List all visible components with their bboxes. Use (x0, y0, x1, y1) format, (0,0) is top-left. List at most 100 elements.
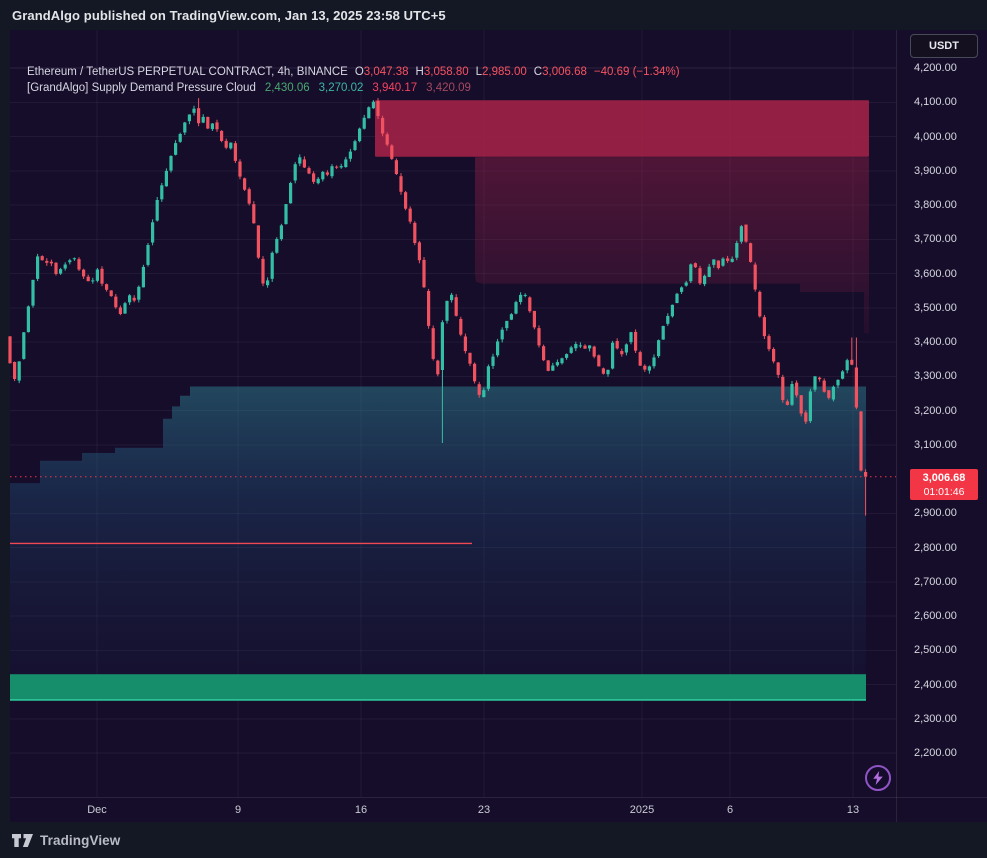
price-tick-label: 2,800.00 (914, 542, 957, 554)
candle-body (597, 355, 601, 367)
candle-body (813, 376, 817, 390)
candle-body (256, 225, 260, 258)
candle-body (721, 258, 725, 266)
candle-body (514, 302, 518, 314)
candle-body (753, 264, 757, 290)
candle-body (818, 377, 822, 380)
currency-unit-button[interactable]: USDT (910, 34, 978, 58)
candle-body (440, 322, 444, 370)
candle-body (279, 225, 283, 240)
lightning-icon (873, 771, 883, 785)
candle-body (31, 279, 35, 306)
candle-body (330, 166, 334, 177)
candle-body (652, 357, 656, 367)
candle-body (836, 379, 840, 386)
candle-body (634, 331, 638, 351)
candle-body (555, 362, 559, 366)
price-tick-label: 2,400.00 (914, 679, 957, 691)
candle-body (804, 412, 808, 422)
tradingview-logo-icon[interactable] (12, 833, 33, 847)
candle-body (620, 351, 624, 355)
supply-pressure-cloud (475, 157, 869, 334)
candle-body (289, 183, 293, 204)
candle-body (215, 122, 219, 130)
candle-body (210, 123, 214, 130)
footer-bar: TradingView (0, 822, 987, 858)
price-tick-label: 2,700.00 (914, 576, 957, 588)
indicator-title: [GrandAlgo] Supply Demand Pressure Cloud (27, 82, 256, 94)
price-tick-label: 3,100.00 (914, 439, 957, 451)
candle-body (243, 178, 247, 190)
candle-body (615, 341, 619, 349)
candle-body (781, 376, 785, 401)
candle-body (100, 268, 104, 284)
price-tick-label: 3,900.00 (914, 165, 957, 177)
candle-body (68, 260, 72, 263)
candle-body (689, 264, 693, 282)
candle-body (454, 297, 458, 316)
candle-body (592, 346, 596, 357)
candle-body (22, 332, 26, 359)
candle-body (155, 200, 159, 221)
candle-body (459, 319, 463, 335)
candle-body (229, 142, 233, 149)
candle-body (8, 336, 12, 364)
candle-body (362, 117, 366, 129)
candle-body (680, 287, 684, 292)
chart-panel[interactable]: Ethereum / TetherUS PERPETUAL CONTRACT, … (8, 30, 987, 822)
candle-body (496, 341, 500, 356)
candle-body (491, 356, 495, 366)
attribution-bar: GrandAlgo published on TradingView.com, … (0, 0, 987, 30)
indicator-value-demand-cloud: 3,270.02 (318, 82, 364, 94)
time-tick-label: 16 (354, 804, 368, 816)
candle-body (675, 293, 679, 303)
indicator-value-supply-zone: 3,940.17 (372, 82, 418, 94)
low-value: 2,985.00 (482, 66, 527, 78)
price-axis[interactable]: 4,200.00 4,100.00 4,000.00 3,900.00 3,800.00… (897, 30, 987, 797)
candle-body (808, 391, 812, 422)
candle-body (266, 280, 270, 286)
candle-body (325, 172, 329, 175)
candle-body (712, 259, 716, 265)
high-value: 3,058.80 (423, 66, 469, 78)
last-price-value: 3,006.68 (922, 471, 966, 484)
price-tick-label: 4,200.00 (914, 62, 957, 74)
candle-body (431, 328, 435, 359)
candle-body (321, 171, 325, 180)
candle-body (132, 297, 136, 301)
candle-body (822, 380, 826, 392)
time-axis[interactable]: Dec 9 16 23 2025 6 13 (10, 798, 896, 822)
candle-body (376, 101, 380, 116)
candle-body (532, 310, 536, 328)
candle-body (762, 317, 766, 337)
candle-body (703, 275, 707, 285)
candle-body (399, 176, 403, 192)
candle-body (523, 294, 527, 296)
candle-body (509, 314, 513, 320)
candle-body (436, 360, 440, 375)
attribution-text: GrandAlgo published on TradingView.com, … (12, 7, 446, 23)
candle-body (238, 161, 242, 177)
candle-body (77, 259, 81, 270)
candle-body (137, 286, 141, 300)
candle-body (40, 256, 44, 261)
candle-body (141, 266, 145, 288)
candle-body (261, 258, 265, 284)
candle-body (468, 352, 472, 364)
candle-body (445, 300, 449, 321)
symbol-title: Ethereum / TetherUS PERPETUAL CONTRACT, … (27, 66, 348, 78)
candle-body (394, 160, 398, 174)
candle-body (270, 252, 274, 279)
candle-body (739, 226, 743, 242)
candle-body (569, 347, 573, 353)
candle-body (735, 243, 739, 258)
candle-body (583, 345, 587, 349)
candle-body (169, 156, 173, 171)
candle-body (486, 366, 490, 389)
candle-body (206, 116, 210, 129)
boost-lightning-button[interactable] (865, 765, 891, 791)
candlestick-series (8, 98, 868, 516)
tradingview-brand-name[interactable]: TradingView (40, 832, 121, 848)
